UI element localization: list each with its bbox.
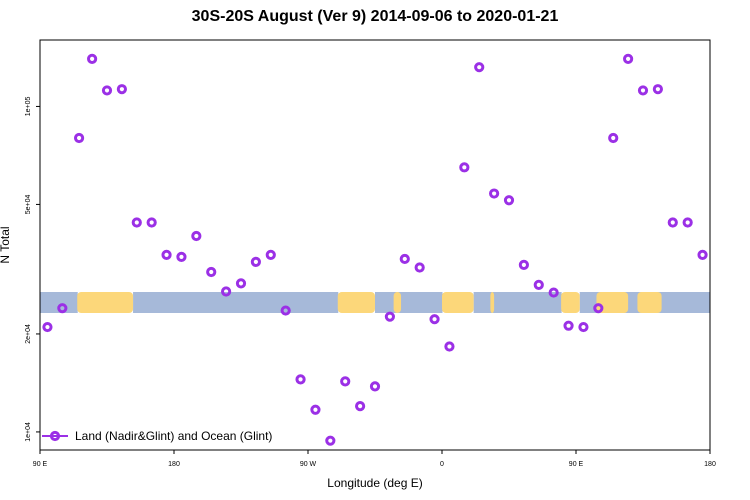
ocean-segment <box>133 292 339 313</box>
data-point <box>608 132 619 144</box>
land-segment <box>637 292 662 313</box>
legend: Land (Nadir&Glint) and Ocean (Glint) <box>42 429 272 443</box>
data-point <box>503 195 515 206</box>
data-point <box>518 259 529 270</box>
data-point <box>637 85 649 96</box>
land-segment <box>442 292 474 313</box>
ocean-segment <box>473 292 562 313</box>
data-point <box>578 321 589 333</box>
ocean-segment <box>375 292 443 313</box>
data-point <box>131 217 142 228</box>
data-point <box>101 85 113 96</box>
data-point <box>593 303 604 314</box>
data-point <box>250 256 261 267</box>
legend-marker-swatch <box>49 430 61 442</box>
x-axis-label: Longitude (deg E) <box>327 476 423 490</box>
data-points <box>42 53 708 446</box>
ocean-segment <box>40 292 78 313</box>
data-point <box>682 217 693 228</box>
x-tick-label: 90 W <box>300 461 317 468</box>
data-point <box>474 62 485 73</box>
land-segment <box>490 292 495 313</box>
data-point <box>667 217 678 228</box>
x-tick-label: 90 E <box>569 461 584 468</box>
data-point <box>533 279 544 290</box>
land-segment <box>77 292 134 313</box>
data-point <box>563 320 574 331</box>
x-tick-label: 90 E <box>33 461 48 468</box>
x-tick-label: 180 <box>704 461 716 468</box>
data-point <box>57 303 68 314</box>
data-point <box>369 381 381 392</box>
data-point <box>310 404 321 415</box>
plot-frame <box>39 39 711 451</box>
map-strip <box>40 292 711 313</box>
data-point <box>280 305 291 316</box>
data-point <box>652 84 663 95</box>
data-point <box>191 230 202 242</box>
data-point <box>295 374 306 385</box>
data-point <box>176 251 187 262</box>
y-axis: 1e+04 2e+04 5e+04 1e+05 <box>25 97 40 442</box>
data-point <box>548 287 559 298</box>
data-point <box>116 84 127 95</box>
data-point <box>340 376 351 387</box>
data-point <box>161 249 172 260</box>
x-tick-label: 180 <box>168 461 180 468</box>
data-point <box>623 53 634 64</box>
chart-title: 30S-20S August (Ver 9) 2014-09-06 to 202… <box>191 8 559 25</box>
data-point <box>429 314 440 325</box>
data-point <box>459 162 470 173</box>
data-point <box>489 188 500 199</box>
legend-label: Land (Nadir&Glint) and Ocean (Glint) <box>75 429 272 443</box>
data-point <box>697 249 708 260</box>
data-point <box>414 262 425 273</box>
data-point <box>444 341 455 352</box>
y-tick-label: 1e+05 <box>25 97 32 117</box>
data-point <box>235 278 247 289</box>
data-point <box>87 53 98 64</box>
data-point <box>399 253 410 265</box>
data-point <box>265 249 276 260</box>
data-point <box>355 401 366 412</box>
x-axis: 90 E 180 90 W 0 90 E 180 <box>33 450 716 468</box>
y-tick-label: 5e+04 <box>25 194 32 214</box>
data-point <box>325 435 336 446</box>
y-tick-label: 2e+04 <box>25 324 32 344</box>
data-point <box>206 266 217 278</box>
land-segment <box>561 292 580 313</box>
land-segment <box>596 292 629 313</box>
data-point <box>221 286 232 297</box>
land-segment <box>337 292 375 313</box>
data-point <box>42 321 53 333</box>
data-point <box>384 311 395 322</box>
data-point <box>73 132 85 144</box>
data-point <box>146 217 157 228</box>
land-segment <box>393 292 402 313</box>
x-tick-label: 0 <box>440 461 444 468</box>
y-tick-label: 1e+04 <box>25 422 32 442</box>
